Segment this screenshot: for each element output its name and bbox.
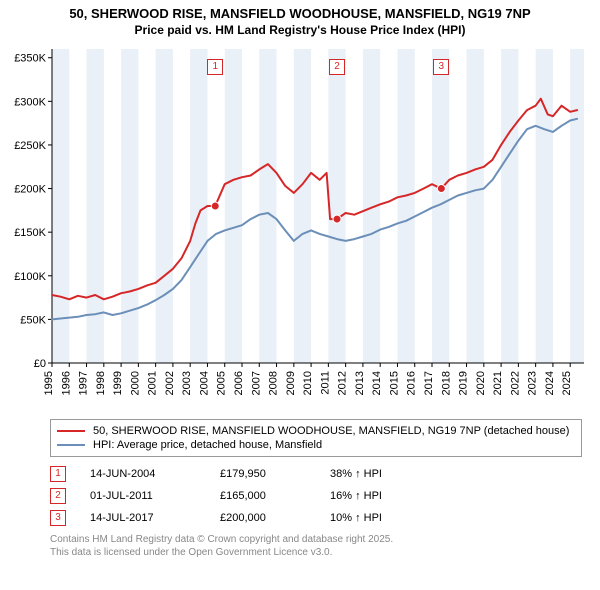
sale-price: £165,000 — [220, 490, 330, 502]
svg-text:£100K: £100K — [14, 271, 46, 283]
svg-text:2012: 2012 — [337, 371, 349, 395]
svg-text:2025: 2025 — [561, 371, 573, 395]
svg-text:2013: 2013 — [354, 371, 366, 395]
svg-text:2008: 2008 — [268, 371, 280, 395]
sale-row: 1 14-JUN-2004£179,95038% ↑ HPI — [50, 463, 582, 485]
svg-text:1999: 1999 — [112, 371, 124, 395]
svg-text:2022: 2022 — [509, 371, 521, 395]
svg-text:£50K: £50K — [20, 314, 46, 326]
sale-price: £179,950 — [220, 468, 330, 480]
chart-marker-1: 1 — [207, 59, 223, 75]
sale-row: 2 01-JUL-2011£165,00016% ↑ HPI — [50, 485, 582, 507]
svg-text:2002: 2002 — [164, 371, 176, 395]
legend: 50, SHERWOOD RISE, MANSFIELD WOODHOUSE, … — [50, 419, 582, 457]
sale-row: 3 14-JUL-2017£200,00010% ↑ HPI — [50, 507, 582, 529]
svg-text:2006: 2006 — [233, 371, 245, 395]
chart-svg: £0 £50K £100K £150K £200K £250K £300K £350K 1995… — [6, 41, 590, 411]
footer-line1: Contains HM Land Registry data © Crown c… — [50, 533, 582, 546]
legend-swatch — [57, 430, 85, 432]
svg-text:£250K: £250K — [14, 140, 46, 152]
svg-text:2007: 2007 — [250, 371, 262, 395]
svg-text:2009: 2009 — [285, 371, 297, 395]
legend-swatch — [57, 444, 85, 446]
footer-line2: This data is licensed under the Open Gov… — [50, 546, 582, 559]
svg-text:2017: 2017 — [423, 371, 435, 395]
sale-marker-box: 3 — [50, 510, 66, 526]
legend-label: 50, SHERWOOD RISE, MANSFIELD WOODHOUSE, … — [93, 425, 569, 437]
svg-text:2011: 2011 — [319, 371, 331, 395]
sale-marker-box: 1 — [50, 466, 66, 482]
sale-marker-box: 2 — [50, 488, 66, 504]
svg-text:2001: 2001 — [147, 371, 159, 395]
svg-text:2000: 2000 — [129, 371, 141, 395]
svg-text:2024: 2024 — [544, 371, 556, 395]
footer: Contains HM Land Registry data © Crown c… — [50, 533, 582, 559]
svg-text:2003: 2003 — [181, 371, 193, 395]
svg-text:£0: £0 — [34, 358, 46, 370]
sale-delta: 16% ↑ HPI — [330, 490, 382, 502]
svg-text:2005: 2005 — [216, 371, 228, 395]
svg-text:2014: 2014 — [371, 371, 383, 395]
svg-text:2004: 2004 — [198, 371, 210, 395]
chart-marker-2: 2 — [329, 59, 345, 75]
sale-date: 01-JUL-2011 — [90, 490, 220, 502]
svg-text:£150K: £150K — [14, 227, 46, 239]
sale-date: 14-JUN-2004 — [90, 468, 220, 480]
svg-text:2023: 2023 — [527, 371, 539, 395]
sale-delta: 38% ↑ HPI — [330, 468, 382, 480]
chart-title-line1: 50, SHERWOOD RISE, MANSFIELD WOODHOUSE, … — [0, 0, 600, 23]
legend-label: HPI: Average price, detached house, Mans… — [93, 439, 322, 451]
svg-text:1998: 1998 — [95, 371, 107, 395]
svg-text:2015: 2015 — [388, 371, 400, 395]
sale-delta: 10% ↑ HPI — [330, 512, 382, 524]
legend-row: HPI: Average price, detached house, Mans… — [57, 438, 575, 452]
svg-text:2020: 2020 — [475, 371, 487, 395]
sale-date: 14-JUL-2017 — [90, 512, 220, 524]
svg-text:1996: 1996 — [60, 371, 72, 395]
svg-text:£200K: £200K — [14, 183, 46, 195]
svg-text:2019: 2019 — [458, 371, 470, 395]
svg-text:£350K: £350K — [14, 53, 46, 65]
chart-area: £0 £50K £100K £150K £200K £250K £300K £350K 1995… — [6, 41, 590, 411]
svg-text:2016: 2016 — [406, 371, 418, 395]
svg-text:1997: 1997 — [78, 371, 90, 395]
chart-title-line2: Price paid vs. HM Land Registry's House … — [0, 23, 600, 41]
sale-price: £200,000 — [220, 512, 330, 524]
legend-row: 50, SHERWOOD RISE, MANSFIELD WOODHOUSE, … — [57, 424, 575, 438]
marker-table: 1 14-JUN-2004£179,95038% ↑ HPI 2 01-JUL-201… — [50, 463, 582, 529]
svg-text:£300K: £300K — [14, 96, 46, 108]
chart-marker-3: 3 — [433, 59, 449, 75]
svg-text:2021: 2021 — [492, 371, 504, 395]
svg-text:2010: 2010 — [302, 371, 314, 395]
svg-text:2018: 2018 — [440, 371, 452, 395]
svg-text:1995: 1995 — [43, 371, 55, 395]
